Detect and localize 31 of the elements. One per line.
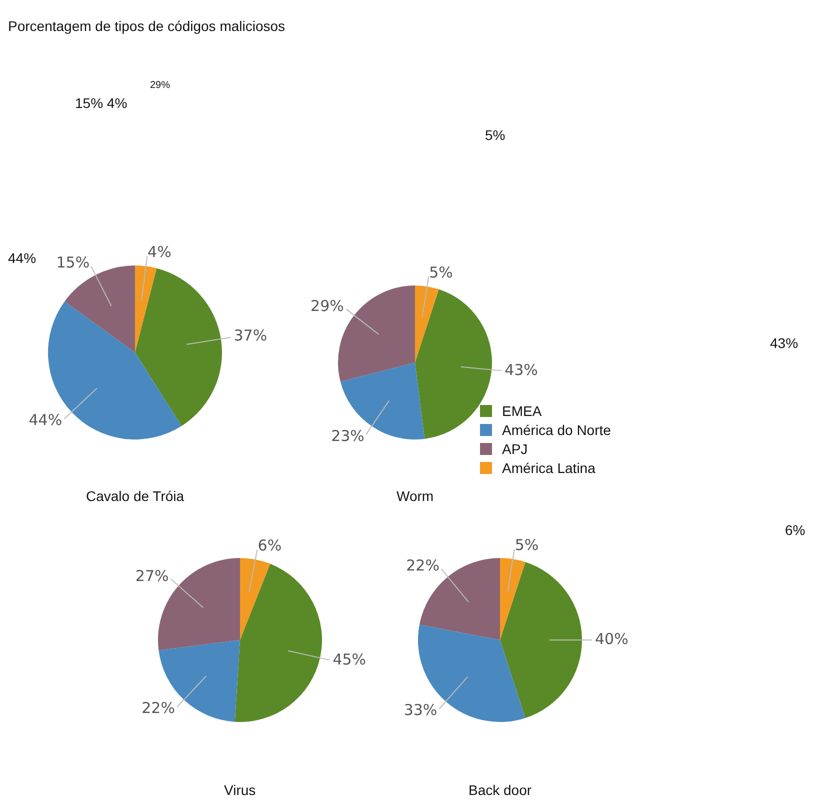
text: Worm: [396, 488, 434, 504]
text: Virus: [224, 782, 256, 798]
data-label: 5%: [514, 536, 539, 554]
data-label: 4%: [148, 243, 172, 262]
data-label: 5%: [429, 264, 453, 282]
legend-label: América do Norte: [502, 422, 611, 438]
data-label: 44%: [28, 410, 62, 429]
data-label: 22%: [406, 556, 440, 575]
data-label: 40%: [595, 630, 628, 648]
text: 44%: [8, 250, 36, 266]
data-label: 27%: [135, 567, 169, 586]
chart-title: Porcentagem de tipos de códigos maliciosos: [8, 18, 286, 34]
text: 6%: [785, 522, 806, 538]
text: 5%: [485, 127, 506, 143]
text: 43%: [770, 335, 798, 351]
data-label: 22%: [142, 699, 175, 718]
data-label: 33%: [404, 701, 438, 720]
data-label: 37%: [234, 326, 268, 345]
data-label: 43%: [504, 360, 538, 379]
data-label: 29%: [310, 297, 344, 316]
legend-label: APJ: [502, 441, 528, 457]
data-label: 23%: [331, 426, 364, 445]
text: Back door: [468, 782, 532, 798]
data-label: 45%: [332, 650, 366, 669]
data-label: 15%: [56, 253, 90, 272]
legend-label: América Latina: [502, 460, 596, 476]
data-label: 6%: [258, 536, 282, 555]
text: Cavalo de Tróia: [86, 488, 184, 504]
text: 29%: [150, 80, 170, 91]
legend-label: EMEA: [502, 403, 542, 419]
text: 15% 4%: [75, 95, 128, 111]
